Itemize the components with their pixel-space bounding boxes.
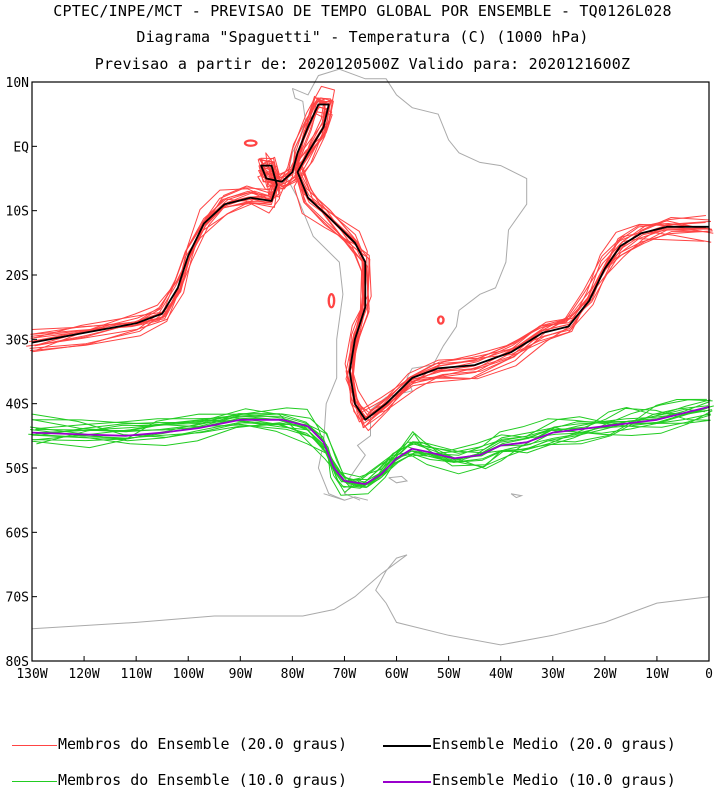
ensemble-mean-10-line <box>31 406 710 485</box>
chart-title-line-2: Diagrama "Spaguetti" - Temperatura (C) (… <box>136 28 589 46</box>
member-10-line-3 <box>36 405 714 486</box>
ensemble-mean-20-line <box>31 103 709 421</box>
y-tick-label: 70S <box>6 591 29 606</box>
coastline-0 <box>292 68 528 501</box>
y-tick-label: 60S <box>6 526 29 541</box>
chart-title-line-3: Previsao a partir de: 2020120500Z Valido… <box>94 55 631 73</box>
plot-frame <box>31 81 710 662</box>
coastline-3 <box>31 554 710 646</box>
member-20-blob-1-0 <box>328 294 334 308</box>
x-tick-label: 0 <box>705 667 713 682</box>
legend-swatch-mean10 <box>383 781 431 783</box>
member-20-blob-1-1 <box>328 293 335 308</box>
x-tick-label: 100W <box>173 667 204 682</box>
x-tick-label: 30W <box>541 667 565 682</box>
member-10-line-12 <box>33 401 710 485</box>
member-10-line-11 <box>35 410 713 488</box>
y-tick-label: 10N <box>6 76 29 91</box>
x-tick-label: 110W <box>120 667 151 682</box>
coastline-4 <box>388 475 409 484</box>
x-tick-label: 130W <box>16 667 47 682</box>
x-tick-label: 20W <box>593 667 617 682</box>
x-tick-label: 40W <box>489 667 513 682</box>
y-tick-label: 30S <box>6 333 29 348</box>
legend-swatch-mean20 <box>383 745 431 747</box>
legend-label-mean10: Ensemble Medio (10.0 graus) <box>432 771 676 789</box>
member-20-line-13 <box>29 98 706 432</box>
chart-title-line-1: CPTEC/INPE/MCT - PREVISAO DE TEMPO GLOBA… <box>53 2 672 20</box>
axes-layer: 130W 120W 110W 100W 90W 80W 70W 60W 50W 40W 30W 20W… <box>6 76 713 682</box>
member-20-line-14 <box>28 99 710 413</box>
member-10-line-14 <box>29 410 707 484</box>
member-20-blob-0-0 <box>245 140 257 146</box>
legend-swatch-member10 <box>12 781 57 782</box>
x-tick-label: 50W <box>437 667 461 682</box>
coastline-layer <box>31 68 710 646</box>
x-tick-label: 80W <box>281 667 305 682</box>
y-tick-label: 20S <box>6 269 29 284</box>
member-20-blob-2-1 <box>437 315 445 325</box>
legend-swatch-member20 <box>12 745 57 746</box>
member-20-blob-0-1 <box>244 140 257 147</box>
member-20-line-4 <box>26 85 712 423</box>
member-20-blob-2-2 <box>436 315 445 325</box>
x-tick-label: 10W <box>645 667 669 682</box>
ensemble-mean-layer <box>31 103 710 485</box>
x-tick-label: 70W <box>333 667 357 682</box>
coastline-5 <box>510 493 524 499</box>
member-20-blob-0-2 <box>243 139 258 147</box>
member-10-line-15 <box>30 407 708 487</box>
member-20-line-15 <box>30 106 707 424</box>
y-tick-label: EQ <box>13 140 29 155</box>
legend-label-member20: Membros do Ensemble (20.0 graus) <box>58 735 347 753</box>
y-tick-label: 80S <box>6 655 29 670</box>
y-tick-label: 40S <box>6 398 29 413</box>
member-20-blob-2-0 <box>438 316 444 324</box>
x-tick-label: 90W <box>229 667 253 682</box>
member-20-line-6 <box>30 96 706 413</box>
y-tick-label: 10S <box>6 205 29 220</box>
member-20-line-5 <box>35 95 705 422</box>
x-tick-label: 120W <box>68 667 99 682</box>
legend-label-member10: Membros do Ensemble (10.0 graus) <box>58 771 347 789</box>
x-tick-label: 60W <box>385 667 409 682</box>
member-20-blob-1-2 <box>327 293 336 309</box>
y-tick-label: 50S <box>6 462 29 477</box>
coastline-2 <box>323 493 369 501</box>
legend-label-mean20: Ensemble Medio (20.0 graus) <box>432 735 676 753</box>
